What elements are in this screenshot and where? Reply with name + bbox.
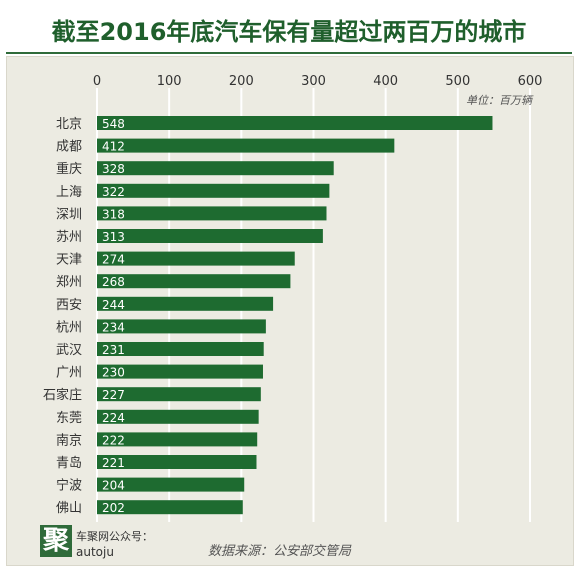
bar	[97, 409, 259, 424]
bar	[97, 432, 258, 447]
category-label: 成都	[56, 140, 82, 155]
value-label: 234	[102, 320, 125, 334]
category-label: 郑州	[56, 275, 82, 290]
bar	[97, 477, 245, 492]
value-label: 244	[102, 298, 125, 312]
value-label: 202	[102, 501, 125, 515]
bar	[97, 161, 334, 176]
value-label: 548	[102, 117, 125, 131]
bar	[97, 274, 291, 289]
bar	[97, 387, 261, 402]
data-source: 数据来源：公安部交管局	[208, 544, 352, 559]
value-label: 204	[102, 479, 125, 493]
x-tick-label: 600	[518, 74, 543, 89]
category-label: 苏州	[56, 229, 82, 245]
footer-brand: 车聚网公众号：	[76, 530, 153, 543]
bar	[97, 364, 263, 379]
brand-logo: 聚	[40, 525, 72, 557]
chart-title: 截至2016年底汽车保有量超过两百万的城市	[51, 17, 527, 46]
bar	[97, 251, 295, 266]
category-label: 佛山	[56, 501, 82, 516]
category-label: 上海	[56, 185, 82, 200]
category-label: 广州	[56, 366, 82, 381]
category-label: 杭州	[56, 320, 82, 335]
value-label: 322	[102, 185, 125, 199]
value-label: 231	[102, 343, 125, 357]
category-label: 东莞	[56, 411, 82, 426]
x-tick-label: 400	[373, 74, 398, 89]
value-label: 221	[102, 456, 125, 470]
bar	[97, 116, 493, 130]
x-tick-label: 100	[157, 74, 182, 89]
bar	[97, 296, 274, 311]
bar	[97, 342, 264, 356]
value-label: 268	[102, 275, 125, 289]
category-label: 深圳	[56, 207, 82, 222]
bar	[97, 319, 266, 334]
category-label: 宁波	[56, 478, 82, 494]
category-label: 武汉	[56, 343, 82, 358]
x-tick-label: 200	[229, 74, 254, 89]
value-label: 313	[102, 230, 125, 244]
bar	[97, 206, 327, 221]
unit-label: 单位：百万辆	[466, 94, 534, 107]
category-label: 石家庄	[43, 387, 82, 403]
bar	[97, 455, 257, 469]
category-label: 北京	[56, 117, 82, 132]
category-label: 青岛	[56, 455, 82, 471]
x-tick-label: 0	[93, 74, 101, 89]
bar	[97, 183, 330, 198]
value-label: 274	[102, 253, 125, 267]
footer-handle: autoju	[76, 545, 114, 559]
title-bar: 截至2016年底汽车保有量超过两百万的城市	[6, 6, 572, 54]
value-label: 224	[102, 411, 125, 425]
bar	[97, 229, 323, 243]
value-label: 230	[102, 366, 125, 380]
value-label: 222	[102, 433, 125, 447]
value-label: 227	[102, 388, 125, 402]
value-label: 412	[102, 140, 125, 154]
bar	[97, 500, 243, 515]
bar	[97, 138, 395, 153]
category-label: 重庆	[56, 161, 82, 177]
x-tick-label: 300	[301, 74, 326, 89]
category-label: 天津	[56, 253, 82, 268]
category-label: 南京	[56, 432, 82, 448]
value-label: 318	[102, 207, 125, 221]
x-tick-label: 500	[445, 74, 470, 89]
category-label: 西安	[56, 298, 82, 313]
value-label: 328	[102, 162, 125, 176]
